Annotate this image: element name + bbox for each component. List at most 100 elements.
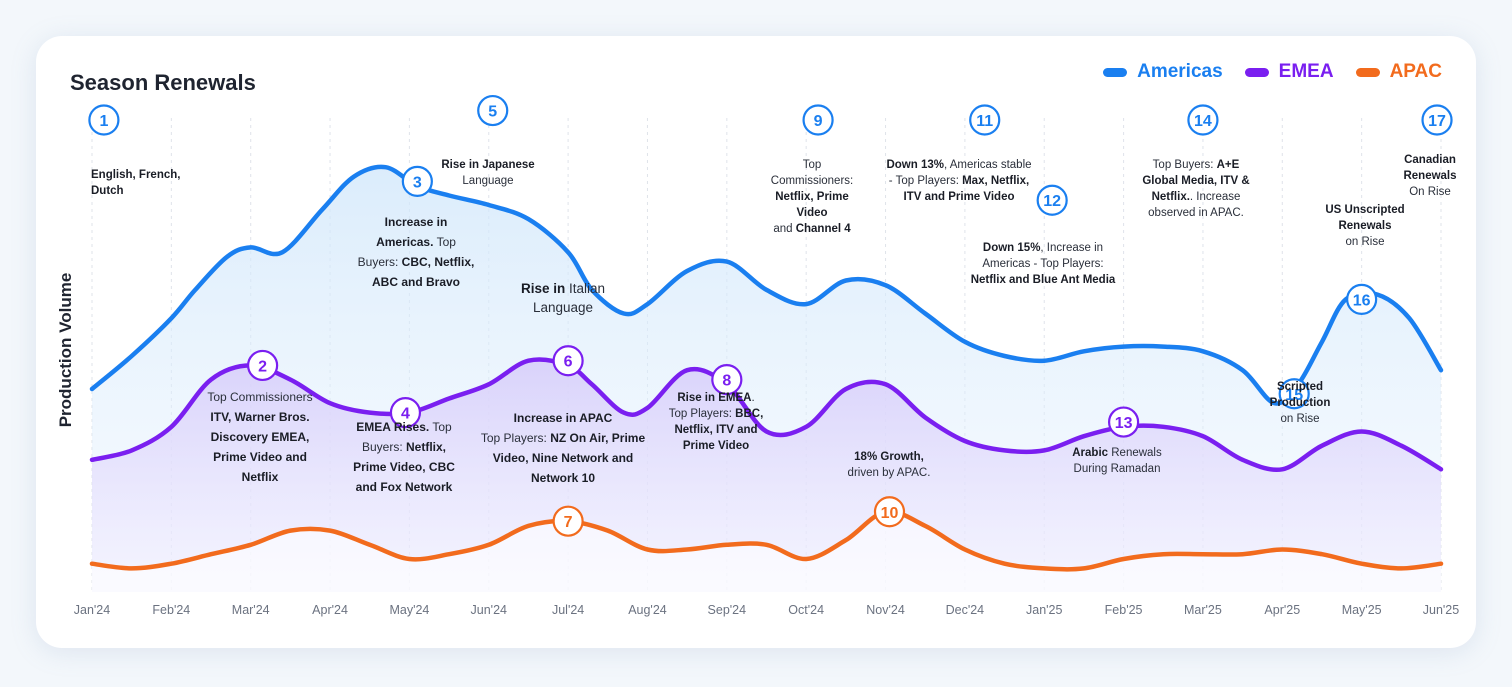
- annotation-line: English, French,: [91, 169, 181, 181]
- marker-number: 5: [488, 104, 497, 121]
- annotation-line: Rise in Italian: [520, 281, 606, 296]
- annotation-11: Down 13%, Americas stable - Top Players:…: [886, 157, 1031, 205]
- marker-9[interactable]: 9: [802, 104, 834, 136]
- marker-circle: [711, 364, 743, 396]
- annotation-line: Netflix: [241, 470, 279, 484]
- marker-3[interactable]: 3: [401, 165, 433, 197]
- legend-item-apac[interactable]: APAC: [1355, 61, 1442, 83]
- marker-10[interactable]: 10: [873, 496, 906, 528]
- legend-item-americas[interactable]: Americas: [1103, 61, 1223, 83]
- legend-swatch-americas: [1103, 67, 1128, 77]
- x-tick-label: Nov'24: [866, 603, 905, 617]
- annotation-line: Americas. Top: [376, 235, 456, 249]
- marker-8[interactable]: 8: [711, 364, 743, 396]
- marker-number: 3: [413, 174, 422, 191]
- marker-number: 1: [99, 113, 108, 130]
- marker-number: 11: [976, 113, 993, 130]
- marker-5[interactable]: 5: [477, 94, 509, 127]
- series-areas: [92, 166, 1441, 592]
- marker-14[interactable]: 14: [1187, 104, 1219, 136]
- annotation-line: Prime Video: [682, 440, 750, 452]
- legend-item-emea[interactable]: EMEA: [1244, 61, 1334, 83]
- x-tick-label: Oct'24: [788, 603, 824, 617]
- x-tick-label: Feb'24: [152, 603, 190, 617]
- chart-title: Season Renewals: [70, 70, 256, 95]
- annotation-line: Rise in EMEA.: [677, 392, 755, 404]
- annotation-line: Global Media, ITV &: [1142, 175, 1250, 187]
- x-tick-label: Sep'24: [708, 603, 747, 617]
- annotation-line: Netflix, ITV and: [674, 424, 758, 436]
- marker-circle: [552, 505, 584, 537]
- marker-2[interactable]: 2: [247, 349, 279, 382]
- marker-number: 8: [722, 373, 731, 390]
- annotation-14: Top Buyers: A+E Global Media, ITV & Netfli…: [1142, 157, 1249, 221]
- annotation-line: Discovery EMEA,: [210, 430, 310, 444]
- annotation-8: Rise in EMEA. Top Players: BBC, Netflix, …: [669, 390, 764, 454]
- marker-4[interactable]: 4: [389, 397, 422, 429]
- x-tick-label: May'25: [1342, 603, 1382, 617]
- x-axis-ticks: Jan'24 Feb'24 Mar'24 Apr'24 May'24 Jun'24 Jul'…: [74, 603, 1459, 617]
- legend: Americas EMEA APAC: [1103, 61, 1442, 83]
- marker-17[interactable]: 17: [1421, 104, 1453, 136]
- annotation-2: Top Commissioners ITV, Warner Bros. Discov…: [207, 387, 312, 487]
- marker-12[interactable]: 12: [1036, 184, 1068, 216]
- annotation-line: Buyers: CBC, Netflix,: [357, 255, 475, 269]
- legend-label-emea: EMEA: [1278, 61, 1334, 82]
- x-tick-label: May'24: [389, 603, 429, 617]
- marker-circle: [88, 104, 120, 136]
- annotation-line: Language: [532, 300, 594, 315]
- annotation-line: - Top Players: Max, Netflix,: [888, 175, 1030, 187]
- annotation-line: Top Players: NZ On Air, Prime: [480, 431, 646, 445]
- annotation-line: on Rise: [1345, 236, 1385, 248]
- annotation-line: ITV and Prime Video: [903, 191, 1015, 203]
- annotation-7: Increase in APAC Top Players: NZ On Air, …: [481, 408, 645, 488]
- annotation-line: Renewals: [1403, 170, 1457, 182]
- line-emea: [89, 357, 1444, 473]
- marker-6[interactable]: 6: [552, 345, 584, 377]
- annotation-line: Commissioners:: [770, 175, 854, 187]
- marker-circle: [247, 349, 279, 382]
- annotation-line: Prime Video, CBC: [353, 460, 455, 474]
- marker-circle: [552, 345, 584, 377]
- annotation-12: Down 15%, Increase in Americas - Top Play…: [971, 240, 1116, 288]
- annotation-line: Increase in: [384, 215, 448, 229]
- marker-number: 16: [1353, 292, 1371, 309]
- marker-13[interactable]: 13: [1107, 406, 1140, 438]
- marker-1[interactable]: 1: [88, 104, 120, 136]
- annotation-line: driven by APAC.: [847, 467, 931, 479]
- marker-circle: [1278, 378, 1310, 410]
- marker-16[interactable]: 16: [1346, 283, 1378, 315]
- marker-15[interactable]: 15: [1278, 378, 1310, 410]
- marker-circle: [477, 94, 509, 127]
- marker-7[interactable]: 7: [552, 505, 584, 537]
- annotation-line: Dutch: [91, 185, 124, 197]
- marker-circle: [969, 104, 1001, 136]
- annotation-line: Netflix.. Increase: [1151, 191, 1241, 203]
- annotation-line: Arabic Renewals: [1072, 447, 1162, 459]
- series-lines: [89, 164, 1444, 572]
- x-tick-label: Jun'25: [1423, 603, 1459, 617]
- annotation-line: and Channel 4: [773, 223, 851, 235]
- annotation-line: On Rise: [1409, 186, 1451, 198]
- x-tick-label: Apr'24: [312, 603, 348, 617]
- x-tick-label: Apr'25: [1264, 603, 1300, 617]
- marker-number: 2: [258, 358, 267, 375]
- marker-circle: [1187, 104, 1219, 136]
- legend-swatch-emea: [1244, 67, 1269, 77]
- annotation-16: US Unscripted Renewals on Rise: [1325, 202, 1404, 250]
- marker-number: 15: [1285, 387, 1303, 404]
- marker-number: 10: [881, 505, 899, 522]
- line-apac: [89, 509, 1444, 572]
- annotation-line: Rise in Japanese: [441, 159, 535, 171]
- annotation-line: Top Players: BBC,: [668, 408, 764, 420]
- marker-circle: [802, 104, 834, 136]
- marker-circle: [1107, 406, 1140, 438]
- annotation-line: Video: [796, 207, 828, 219]
- annotation-line: on Rise: [1280, 413, 1320, 425]
- marker-number: 14: [1194, 113, 1212, 130]
- marker-11[interactable]: 11: [969, 104, 1001, 136]
- annotation-line: Production: [1269, 397, 1331, 409]
- annotation-17: Canadian Renewals On Rise: [1403, 152, 1456, 200]
